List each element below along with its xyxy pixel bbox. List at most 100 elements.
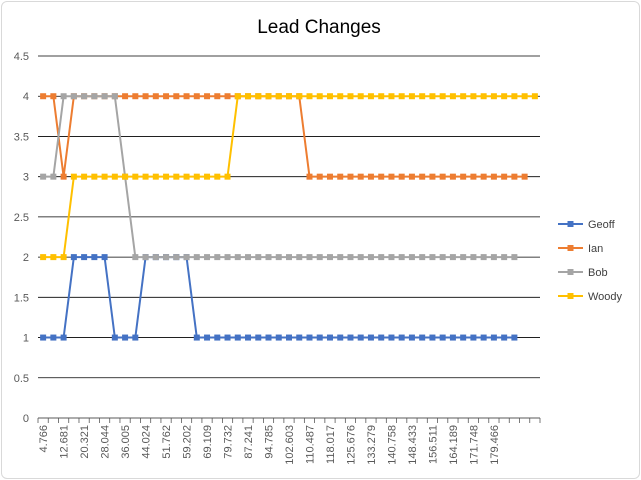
data-point <box>193 254 200 261</box>
x-tick-label: 118.017 <box>325 425 337 464</box>
legend-item-bob[interactable]: Bob <box>558 267 608 279</box>
data-point <box>111 334 118 341</box>
data-point <box>398 254 405 261</box>
data-point <box>337 93 344 100</box>
data-point <box>460 93 467 100</box>
data-point <box>398 173 405 180</box>
x-tick-label: 110.487 <box>304 425 316 464</box>
data-point <box>357 334 364 341</box>
series-bob <box>40 93 518 261</box>
data-point <box>347 173 354 180</box>
data-point <box>357 173 364 180</box>
data-point <box>408 334 415 341</box>
data-point <box>306 334 313 341</box>
data-point <box>367 334 374 341</box>
data-point <box>326 173 333 180</box>
data-point <box>91 254 98 261</box>
data-point <box>388 254 395 261</box>
x-tick-label: 148.433 <box>407 425 419 465</box>
data-point <box>470 254 477 261</box>
legend-item-ian[interactable]: Ian <box>558 243 603 255</box>
data-point <box>163 254 170 261</box>
x-tick-label: 171.748 <box>468 425 480 465</box>
data-point <box>132 173 139 180</box>
legend-label: Woody <box>588 291 623 303</box>
data-point <box>275 334 282 341</box>
x-tick-label: 69.109 <box>202 425 214 459</box>
y-tick-label: 0.5 <box>14 373 29 385</box>
data-point <box>521 173 528 180</box>
data-point <box>193 93 200 100</box>
data-point <box>449 254 456 261</box>
data-point <box>419 173 426 180</box>
y-tick-label: 3.5 <box>14 131 29 143</box>
data-point <box>275 93 282 100</box>
data-point <box>265 334 272 341</box>
data-point <box>142 93 149 100</box>
data-point <box>388 93 395 100</box>
data-point <box>183 173 190 180</box>
data-point <box>132 254 139 261</box>
data-point <box>521 93 528 100</box>
data-point <box>326 254 333 261</box>
legend-item-woody[interactable]: Woody <box>558 291 623 303</box>
data-point <box>501 334 508 341</box>
data-point <box>378 173 385 180</box>
data-point <box>470 173 477 180</box>
data-point <box>460 334 467 341</box>
legend[interactable]: Geoff Ian Bob Woody <box>558 219 623 303</box>
data-point <box>480 334 487 341</box>
data-point <box>429 173 436 180</box>
data-point <box>449 334 456 341</box>
data-point <box>70 93 77 100</box>
data-point <box>183 93 190 100</box>
data-point <box>81 93 88 100</box>
data-point <box>306 254 313 261</box>
data-point <box>388 334 395 341</box>
data-point <box>50 254 57 261</box>
legend-marker <box>567 245 574 251</box>
data-point <box>234 254 241 261</box>
x-tick-label: 79.732 <box>223 425 235 459</box>
data-point <box>40 173 47 180</box>
data-point <box>337 254 344 261</box>
data-point <box>306 173 313 180</box>
data-point <box>101 173 108 180</box>
data-point <box>245 254 252 261</box>
legend-item-geoff[interactable]: Geoff <box>558 219 616 231</box>
data-point <box>419 93 426 100</box>
data-point <box>60 254 67 261</box>
data-point <box>214 254 221 261</box>
data-point <box>460 254 467 261</box>
data-point <box>152 93 159 100</box>
data-point <box>306 93 313 100</box>
data-point <box>224 334 231 341</box>
data-point <box>142 254 149 261</box>
data-point <box>111 93 118 100</box>
x-tick-label: 36.005 <box>120 425 132 459</box>
data-point <box>439 173 446 180</box>
data-point <box>163 93 170 100</box>
data-point <box>122 334 129 341</box>
data-point <box>214 173 221 180</box>
data-point <box>234 93 241 100</box>
data-point <box>91 173 98 180</box>
data-point <box>101 254 108 261</box>
data-point <box>183 254 190 261</box>
data-point <box>337 334 344 341</box>
data-point <box>296 254 303 261</box>
x-tick-label: 51.762 <box>161 425 173 459</box>
data-point <box>470 93 477 100</box>
data-point <box>40 93 47 100</box>
data-point <box>122 173 129 180</box>
data-point <box>490 93 497 100</box>
data-point <box>70 254 77 261</box>
data-point <box>460 173 467 180</box>
y-tick-label: 1 <box>23 333 29 345</box>
legend-marker <box>567 269 574 275</box>
y-tick-label: 4 <box>23 91 29 103</box>
data-point <box>316 173 323 180</box>
data-point <box>60 173 67 180</box>
data-point <box>347 334 354 341</box>
